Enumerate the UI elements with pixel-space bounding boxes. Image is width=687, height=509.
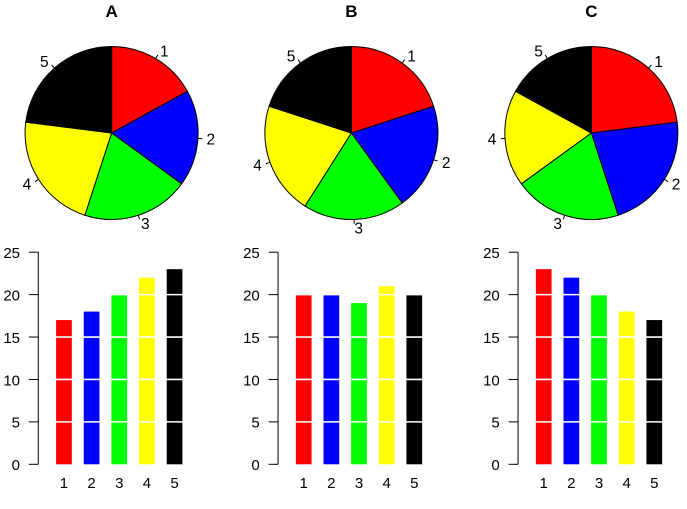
svg-text:15: 15 [483, 330, 500, 347]
svg-text:1: 1 [300, 475, 308, 492]
svg-text:10: 10 [483, 372, 500, 389]
svg-text:3: 3 [115, 475, 123, 492]
svg-text:3: 3 [553, 216, 562, 233]
svg-text:4: 4 [253, 158, 262, 175]
svg-text:0: 0 [12, 457, 20, 474]
svg-text:25: 25 [3, 245, 20, 262]
svg-text:2: 2 [567, 475, 575, 492]
svg-text:4: 4 [382, 475, 390, 492]
svg-text:4: 4 [143, 475, 151, 492]
svg-text:1: 1 [654, 54, 663, 71]
svg-text:1: 1 [160, 44, 169, 61]
svg-text:C: C [585, 2, 597, 21]
svg-text:10: 10 [3, 372, 20, 389]
svg-text:15: 15 [243, 330, 260, 347]
svg-text:B: B [345, 2, 357, 21]
svg-text:2: 2 [672, 176, 681, 193]
svg-text:2: 2 [207, 131, 216, 148]
svg-text:5: 5 [534, 44, 543, 61]
svg-text:25: 25 [243, 245, 260, 262]
svg-text:3: 3 [354, 221, 363, 238]
svg-text:10: 10 [243, 372, 260, 389]
svg-text:20: 20 [243, 287, 260, 304]
svg-text:A: A [105, 2, 117, 21]
svg-text:2: 2 [442, 155, 451, 172]
svg-text:0: 0 [251, 457, 259, 474]
svg-text:5: 5 [410, 475, 418, 492]
svg-text:5: 5 [12, 415, 20, 432]
svg-text:15: 15 [3, 330, 20, 347]
svg-text:1: 1 [540, 475, 548, 492]
svg-text:3: 3 [355, 475, 363, 492]
svg-text:3: 3 [595, 475, 603, 492]
svg-text:3: 3 [141, 216, 150, 233]
svg-text:25: 25 [483, 245, 500, 262]
svg-text:4: 4 [488, 131, 497, 148]
svg-text:5: 5 [170, 475, 178, 492]
svg-text:1: 1 [60, 475, 68, 492]
svg-text:5: 5 [40, 54, 49, 71]
svg-text:2: 2 [87, 475, 95, 492]
svg-text:5: 5 [491, 415, 499, 432]
svg-text:4: 4 [622, 475, 630, 492]
svg-text:5: 5 [287, 49, 296, 66]
svg-text:5: 5 [251, 415, 259, 432]
svg-text:5: 5 [650, 475, 658, 492]
svg-text:20: 20 [3, 287, 20, 304]
svg-text:1: 1 [407, 49, 416, 66]
svg-text:20: 20 [483, 287, 500, 304]
svg-text:2: 2 [327, 475, 335, 492]
svg-text:0: 0 [491, 457, 499, 474]
svg-text:4: 4 [23, 176, 32, 193]
